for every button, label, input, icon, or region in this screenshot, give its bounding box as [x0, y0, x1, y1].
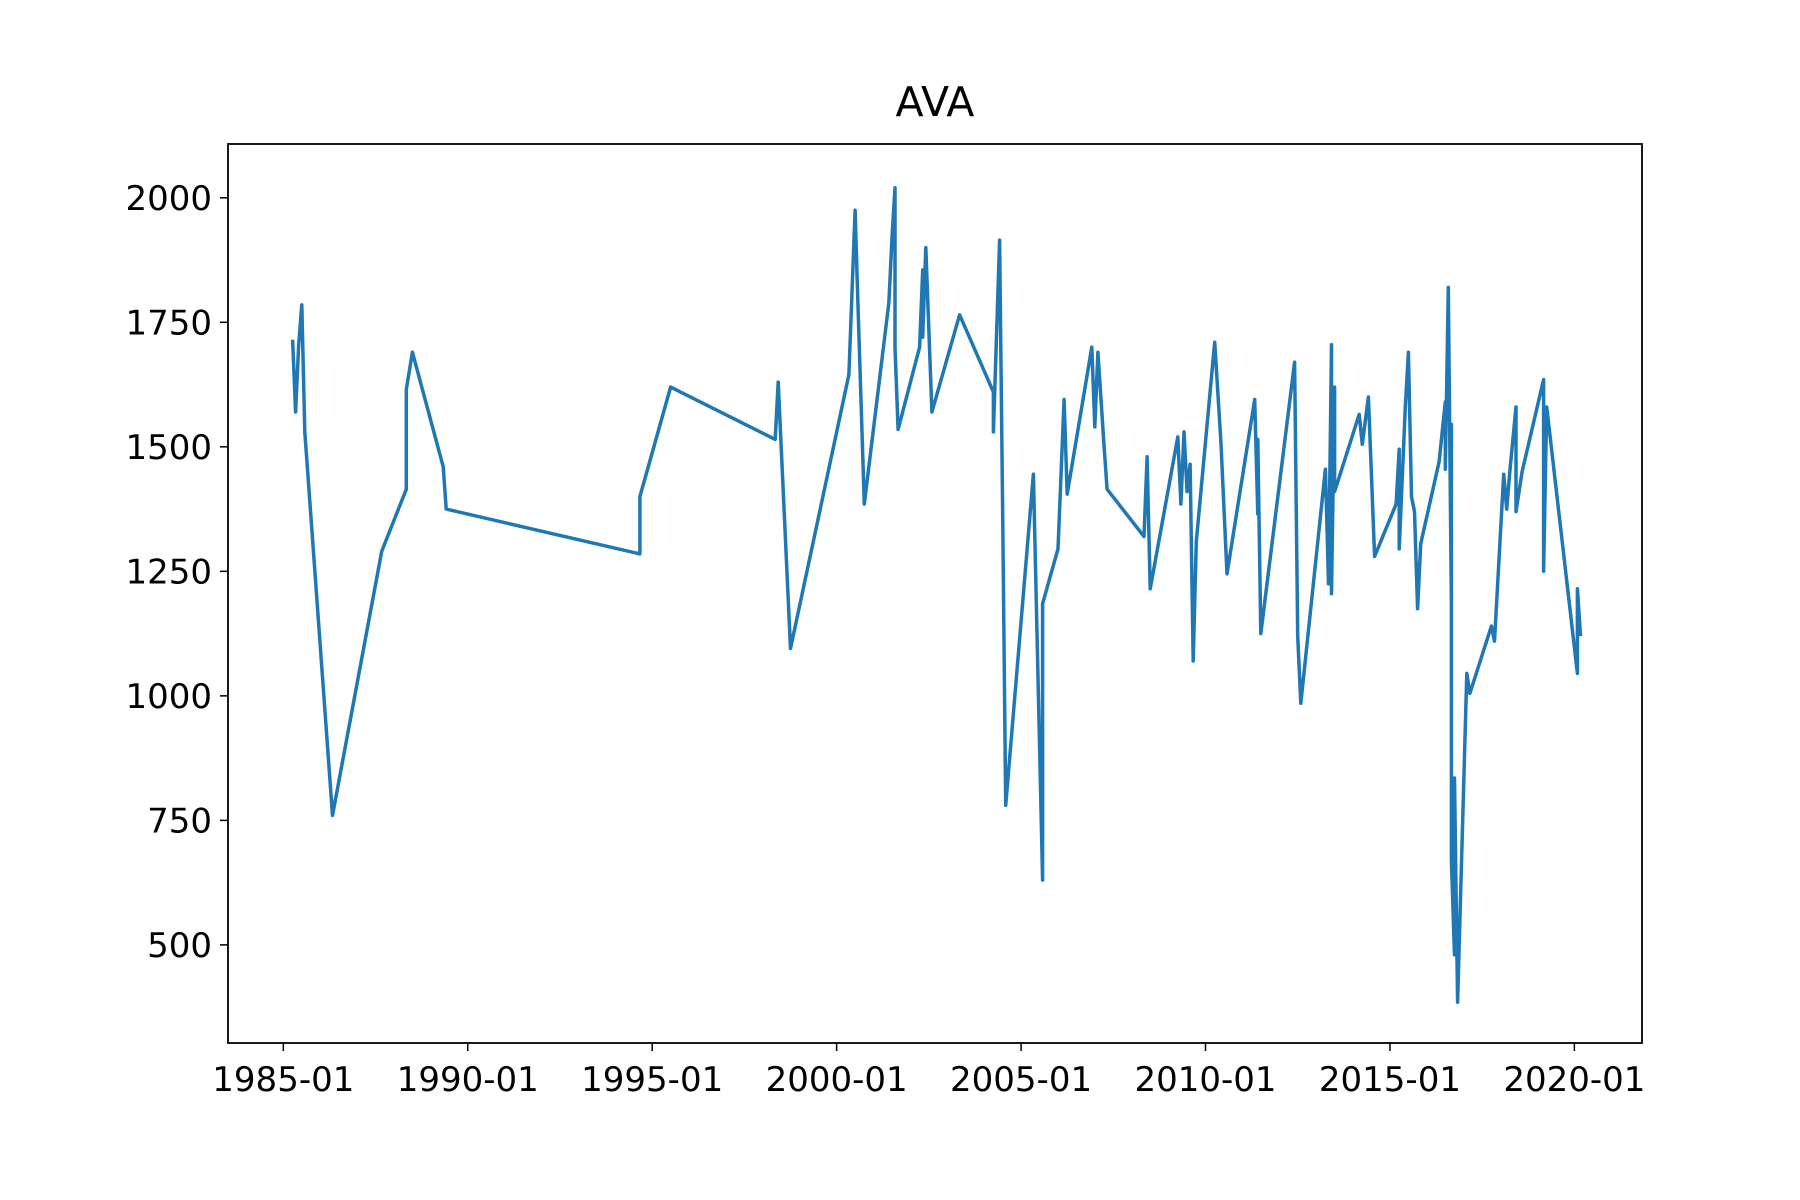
chart-title: AVA [896, 78, 975, 126]
data-line [290, 186, 1583, 1004]
y-tick-label: 1750 [125, 303, 212, 343]
x-tick-label: 1990-01 [397, 1060, 539, 1100]
x-tick-label: 2010-01 [1134, 1060, 1276, 1100]
y-tick-label: 500 [147, 926, 212, 966]
y-tick-label: 1250 [125, 552, 212, 592]
x-tick-label: 1995-01 [581, 1060, 723, 1100]
x-tick-label: 1985-01 [212, 1060, 354, 1100]
x-tick-label: 2020-01 [1503, 1060, 1645, 1100]
x-tick-label: 2015-01 [1319, 1060, 1461, 1100]
plot-frame [227, 143, 1643, 1044]
y-tick-label: 1500 [125, 428, 212, 468]
y-tick-label: 1000 [125, 677, 212, 717]
y-tick-label: 2000 [125, 179, 212, 219]
y-tick-label: 750 [147, 801, 212, 841]
x-tick-label: 2000-01 [766, 1060, 908, 1100]
x-tick-label: 2005-01 [950, 1060, 1092, 1100]
